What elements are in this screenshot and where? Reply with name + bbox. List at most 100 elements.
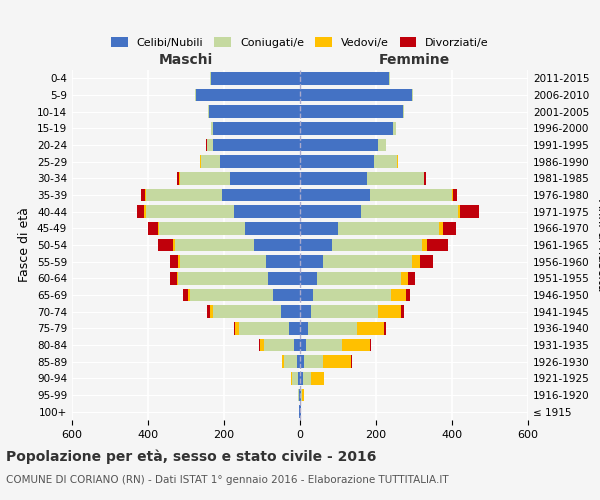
Bar (239, 322, 289, 334)
Bar (424, 172, 426, 184)
Bar (300, 239, 332, 251)
Bar (308, 322, 357, 334)
Bar (158, 239, 173, 251)
Bar (173, 239, 175, 251)
Bar (181, 256, 266, 268)
Bar (254, 239, 300, 251)
Bar (170, 256, 178, 268)
Bar (306, 339, 342, 351)
Bar (304, 356, 323, 368)
Bar (177, 172, 179, 184)
Bar (300, 356, 304, 368)
Bar (259, 339, 260, 351)
Bar (298, 372, 300, 384)
Bar (146, 206, 233, 218)
Bar (230, 172, 300, 184)
Bar (338, 222, 439, 234)
Bar (443, 222, 456, 234)
Bar (370, 339, 371, 351)
Y-axis label: Fasce di età: Fasce di età (19, 208, 31, 282)
Bar (332, 239, 422, 251)
Bar (188, 289, 190, 301)
Bar (170, 272, 176, 284)
Bar (300, 172, 367, 184)
Bar (144, 206, 146, 218)
Bar (397, 156, 398, 168)
Bar (391, 289, 406, 301)
Bar (282, 356, 284, 368)
Bar (209, 306, 212, 318)
Bar (211, 72, 300, 85)
Bar (212, 306, 281, 318)
Bar (300, 406, 301, 418)
Bar (300, 206, 361, 218)
Bar (361, 206, 458, 218)
Bar (209, 106, 300, 118)
Bar (206, 306, 209, 318)
Bar (412, 89, 413, 101)
Bar (453, 188, 457, 201)
Bar (378, 306, 401, 318)
Bar (300, 72, 389, 85)
Bar (409, 272, 415, 284)
Bar (300, 306, 311, 318)
Bar (302, 389, 304, 401)
Bar (160, 222, 245, 234)
Bar (245, 222, 300, 234)
Bar (401, 272, 409, 284)
Bar (141, 188, 145, 201)
Bar (427, 239, 448, 251)
Bar (157, 222, 160, 234)
Bar (383, 322, 386, 334)
Bar (200, 156, 201, 168)
Bar (300, 372, 303, 384)
Bar (201, 156, 220, 168)
Bar (357, 322, 383, 334)
Text: COMUNE DI CORIANO (RN) - Dati ISTAT 1° gennaio 2016 - Elaborazione TUTTITALIA.IT: COMUNE DI CORIANO (RN) - Dati ISTAT 1° g… (6, 475, 449, 485)
Bar (274, 289, 300, 301)
Bar (367, 172, 424, 184)
Bar (211, 122, 212, 134)
Bar (190, 289, 274, 301)
Bar (374, 156, 397, 168)
Bar (452, 188, 453, 201)
Bar (403, 106, 404, 118)
Bar (300, 322, 308, 334)
Bar (299, 406, 300, 418)
Bar (212, 122, 300, 134)
Bar (299, 389, 300, 401)
Bar (297, 356, 300, 368)
Bar (458, 206, 460, 218)
Bar (220, 156, 300, 168)
Bar (208, 106, 209, 118)
Bar (370, 188, 452, 201)
Bar (300, 256, 323, 268)
Bar (313, 289, 391, 301)
Bar (268, 272, 300, 284)
Bar (207, 138, 212, 151)
Bar (300, 122, 393, 134)
Bar (401, 306, 404, 318)
Bar (300, 188, 370, 201)
Bar (295, 339, 300, 351)
Bar (317, 272, 401, 284)
Bar (300, 89, 412, 101)
Bar (292, 372, 298, 384)
Text: Popolazione per età, sesso e stato civile - 2016: Popolazione per età, sesso e stato civil… (6, 450, 376, 464)
Bar (196, 89, 300, 101)
Bar (393, 122, 396, 134)
Bar (420, 256, 433, 268)
Legend: Celibi/Nubili, Coniugati/e, Vedovi/e, Divorziati/e: Celibi/Nubili, Coniugati/e, Vedovi/e, Di… (108, 34, 492, 51)
Bar (303, 372, 311, 384)
Bar (291, 372, 292, 384)
Bar (342, 339, 370, 351)
Bar (176, 272, 178, 284)
Bar (180, 172, 230, 184)
Bar (146, 188, 222, 201)
Text: Femmine: Femmine (379, 52, 449, 66)
Bar (439, 222, 443, 234)
Bar (184, 289, 188, 301)
Y-axis label: Anni di nascita: Anni di nascita (595, 198, 600, 291)
Bar (300, 138, 378, 151)
Bar (264, 339, 295, 351)
